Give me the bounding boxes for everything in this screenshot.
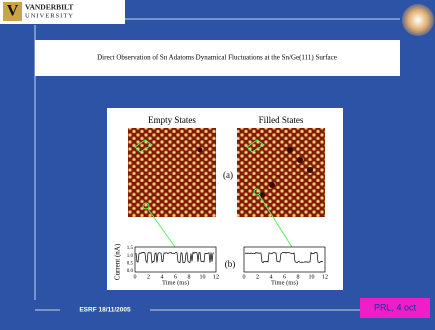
logo-text: VANDERBILT: [25, 3, 73, 12]
x-tick-label: 10: [200, 274, 206, 280]
panel-title: Empty States: [148, 115, 196, 125]
logo-letter: V: [7, 3, 19, 20]
stm-image: [237, 128, 325, 217]
x-tick-label: 12: [213, 274, 219, 280]
x-tick-label: 10: [309, 274, 315, 280]
y-tick-label: 0.5: [127, 261, 134, 266]
slide: V VANDERBILT UNIVERSITY Direct Observati…: [0, 0, 435, 330]
logo-text: UNIVERSITY: [25, 12, 74, 19]
stm-image: [128, 128, 216, 217]
panel-title: Filled States: [259, 115, 304, 125]
x-tick-label: 2: [256, 274, 259, 280]
panel-label: (a): [223, 170, 233, 180]
x-tick-label: 0: [134, 274, 137, 280]
axis-label: Current (nA): [114, 243, 122, 280]
x-tick-label: 0: [243, 274, 246, 280]
y-tick-label: 1.5: [127, 246, 134, 251]
page: V VANDERBILT UNIVERSITY Direct Observati…: [0, 0, 435, 330]
x-tick-label: 2: [147, 274, 150, 280]
logo-orb: [402, 4, 434, 36]
axis-label: Time (ms): [271, 279, 298, 286]
y-tick-label: 1.0: [127, 254, 134, 259]
x-tick-label: 12: [322, 274, 328, 280]
panel-label: (b): [225, 259, 236, 269]
footer: ESRF 18/11/2005: [79, 307, 131, 314]
axis-label: Time (ms): [162, 279, 189, 286]
title: Direct Observation of Sn Adatoms Dynamic…: [97, 54, 337, 62]
badge-text: PRL, 4 oct: [374, 302, 417, 312]
y-tick-label: 0.0: [127, 269, 134, 274]
